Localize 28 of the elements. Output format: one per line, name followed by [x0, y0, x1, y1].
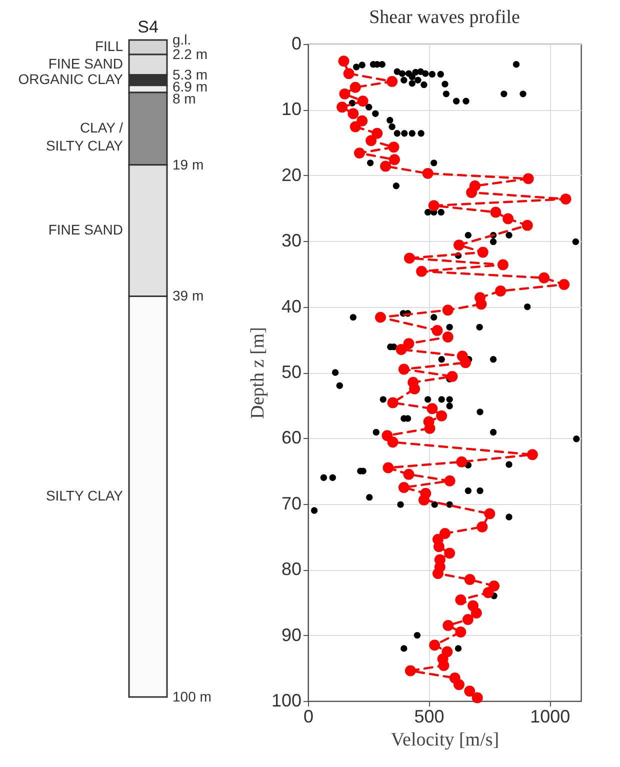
x-axis-title: Velocity [m/s] — [390, 730, 500, 750]
y-tick-label: 100 m — [172, 688, 212, 704]
y-tick-label: 20 — [281, 164, 302, 185]
x-tick-label: 500 — [414, 706, 444, 726]
y-tick-label: 0 — [291, 34, 302, 54]
y-tick-label: 100 — [271, 690, 302, 710]
y-tick-label: 60 — [281, 428, 302, 448]
y-tick-label: g.l. — [172, 32, 192, 48]
y-tick-label: 10 — [281, 99, 302, 120]
y-tick-label: 40 — [281, 296, 302, 316]
y-tick-label: 39 m — [172, 288, 204, 304]
series-label: FINE SAND — [48, 56, 123, 72]
y-tick-label: 70 — [281, 493, 302, 514]
x-tick-label: 1000 — [530, 706, 570, 726]
x-tick-label: 0 — [303, 706, 314, 726]
y-tick-label: 80 — [281, 559, 302, 580]
series-label: CLAY / SILTY CLAY — [46, 120, 124, 154]
y-tick-label: 19 m — [172, 156, 204, 172]
series-label: ORGANIC CLAY — [18, 71, 124, 88]
series-label: FINE SAND — [48, 222, 123, 238]
y-tick-label: 30 — [281, 230, 302, 251]
y-tick-label: 90 — [281, 624, 302, 645]
y-tick-label: 50 — [281, 362, 302, 382]
chart-title: Shear waves profile — [369, 7, 520, 28]
series-label: SILTY CLAY — [46, 488, 124, 504]
y-axis-title: Depth z [m] — [247, 327, 268, 419]
series-label: FILL — [94, 38, 124, 54]
x-tick-label: S4 — [138, 18, 158, 36]
